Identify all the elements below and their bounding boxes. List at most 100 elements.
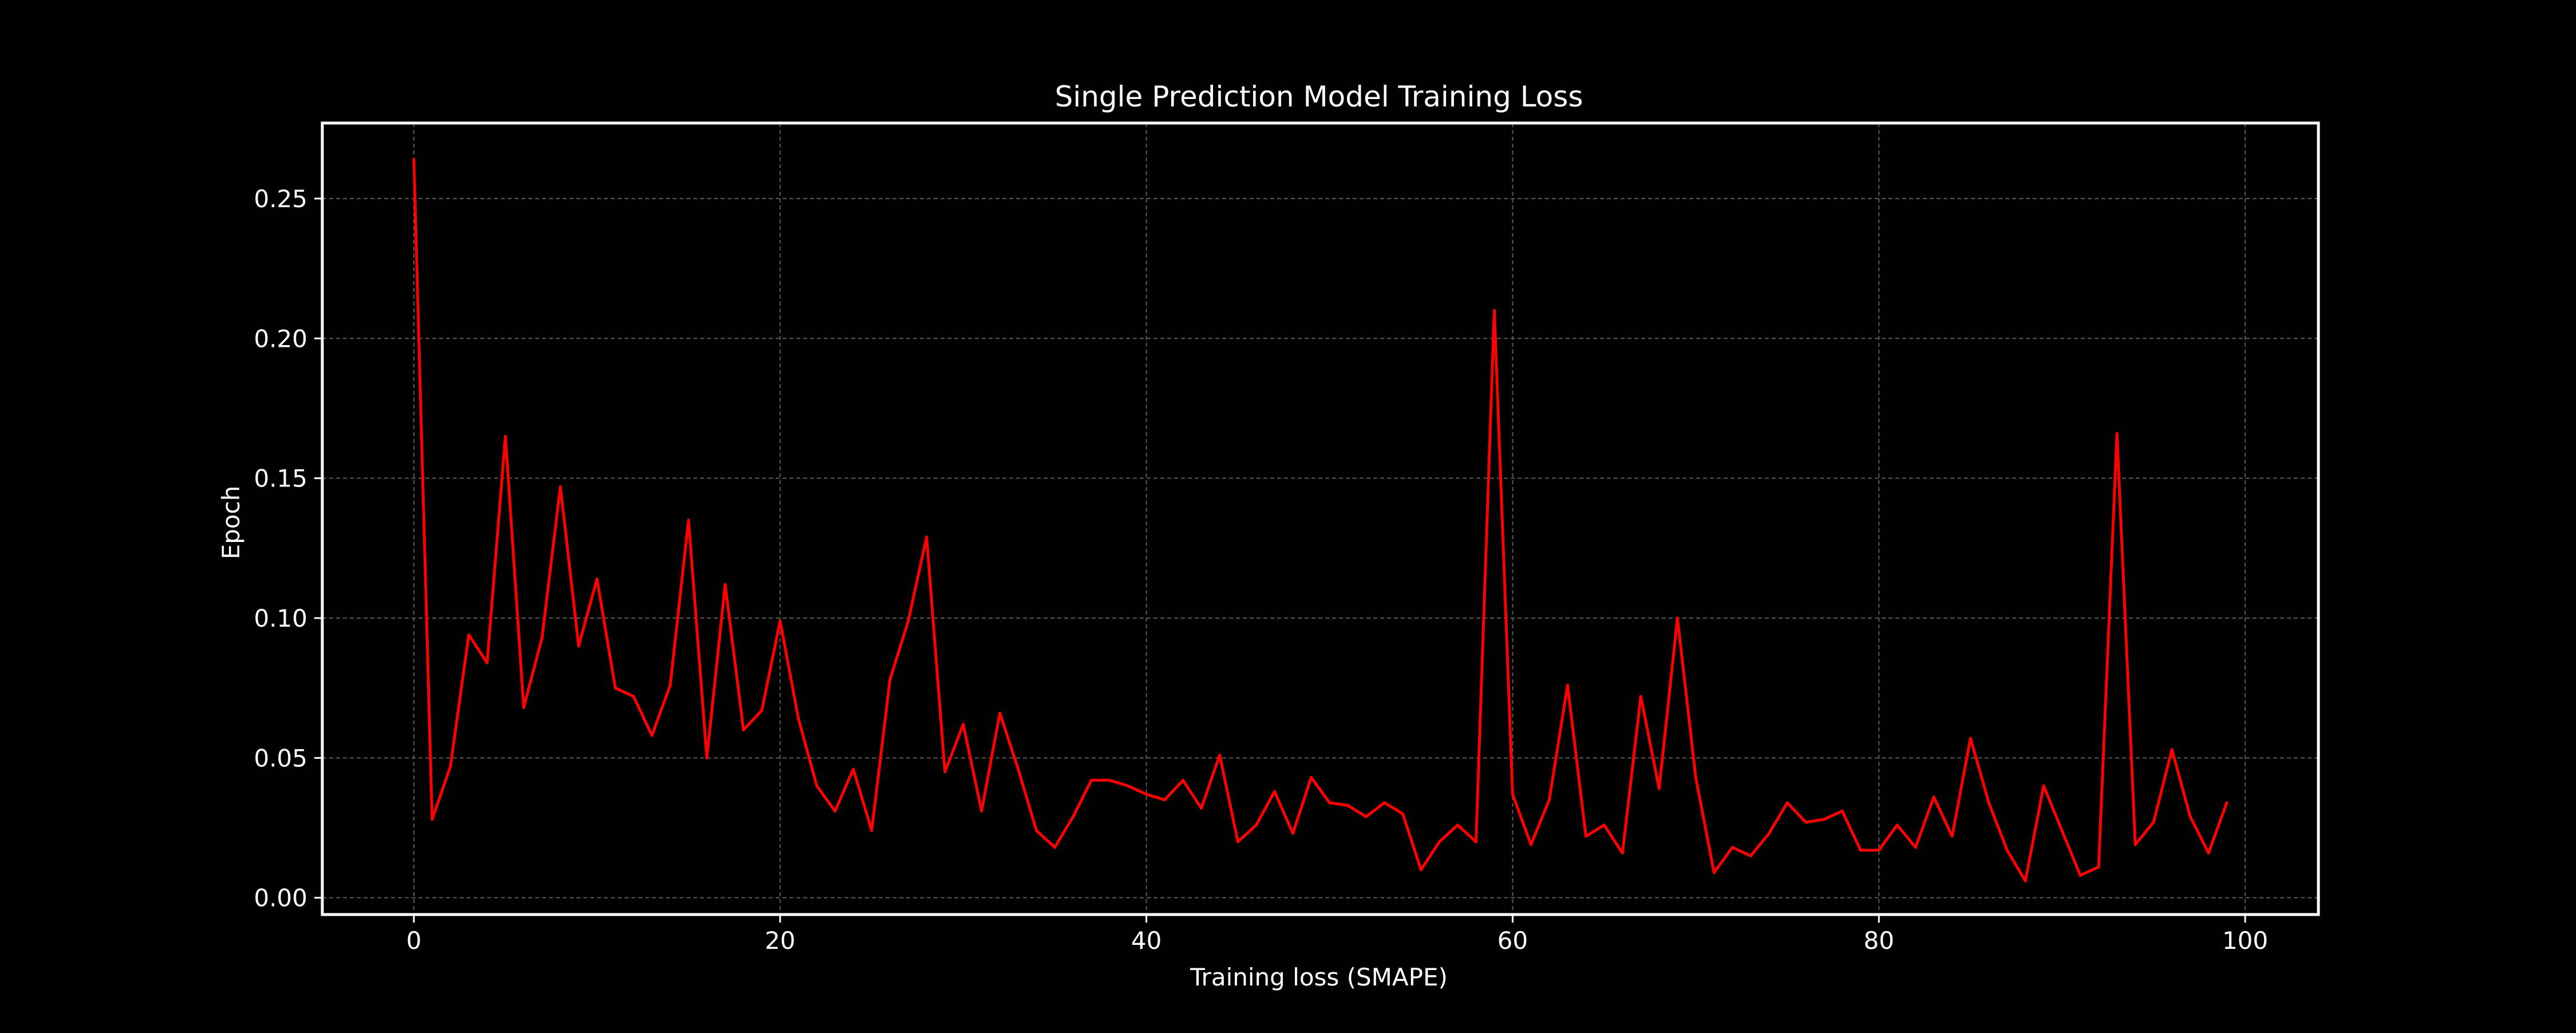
y-tick-label: 0.25 [254,185,307,213]
data-point [1987,801,1990,805]
data-point [1822,818,1826,821]
data-point [852,767,855,771]
y-tick-label: 0.10 [254,604,307,632]
data-point [1529,843,1532,846]
data-point [779,619,782,623]
x-tick-label: 20 [765,927,795,955]
data-point [760,709,764,712]
data-point [2152,821,2155,824]
data-point [632,695,635,698]
data-point [1657,787,1661,790]
chart-title: Single Prediction Model Training Loss [1055,80,1583,113]
data-point [2115,432,2119,435]
data-point [1218,753,1222,757]
data-point [1255,824,1258,827]
data-point [943,770,947,774]
grid [322,123,2318,915]
x-axis-label: Training loss (SMAPE) [1190,963,1448,991]
data-point [1163,798,1167,802]
data-point [2060,829,2064,832]
y-tick-label: 0.15 [254,465,307,493]
series-line [412,159,2229,882]
data-point [467,633,471,636]
data-point [522,706,526,709]
data-point [595,577,599,581]
data-point [1730,846,1734,849]
data-point [1382,801,1386,805]
y-tick-label: 0.20 [254,324,307,353]
data-point [742,728,745,731]
data-point [1767,832,1771,835]
x-tick-label: 60 [1498,927,1528,955]
x-tick-label: 100 [2222,927,2268,955]
data-point [1621,851,1624,854]
data-point [2188,815,2192,818]
y-tick-label: 0.05 [254,744,307,772]
tick-layer: 0 20 40 60 80 100 0.00 0.05 0.10 0.15 0.20 0.25 [254,185,2268,955]
data-point [2005,849,2009,852]
data-point [1877,849,1880,852]
data-point [1364,815,1368,818]
data-point [1584,834,1587,838]
plot-frame [321,121,2320,916]
y-tick-label: 0.00 [254,884,307,912]
data-point [1200,806,1203,810]
data-point [485,661,489,664]
data-point [1273,790,1277,793]
data-point [1456,824,1459,827]
data-point [2170,748,2174,751]
data-point [870,829,874,832]
x-tick-label: 80 [1863,927,1894,955]
data-point [2134,843,2137,846]
data-point [1859,849,1862,852]
data-point [1090,778,1093,782]
data-point [1639,695,1642,698]
data-point [1749,854,1752,857]
series-layer [412,158,2229,882]
x-tick-label: 0 [406,927,422,955]
data-point [1676,616,1679,620]
data-point [1547,798,1551,802]
data-point [1511,793,1514,796]
data-point [1236,840,1240,844]
data-point [1035,829,1038,832]
data-point [705,756,709,759]
data-point [430,818,434,821]
data-point [2079,874,2082,877]
data-point [449,765,452,768]
data-point [907,619,910,623]
data-point [2097,865,2100,869]
data-point [1346,804,1349,807]
data-point [1602,824,1606,827]
data-point [559,485,562,488]
y-axis-label: Epoch [217,486,245,560]
data-point [1108,778,1112,782]
data-point [1969,737,1972,740]
data-point [797,717,800,721]
data-point [1182,778,1185,782]
data-point [815,784,819,787]
data-point [1566,683,1569,687]
axes [321,121,2320,916]
data-point [1127,784,1130,787]
data-point [1492,308,1496,312]
data-point [1895,824,1899,827]
data-point [1694,776,1697,779]
data-point [833,809,837,813]
data-point [1291,832,1295,835]
data-point [1072,815,1075,818]
data-point [724,583,727,586]
data-point [1053,846,1057,849]
data-point [614,686,617,690]
data-point [2042,784,2045,787]
data-point [1950,834,1954,838]
data-point [1804,821,1807,824]
data-point [1914,846,1917,849]
data-point [1840,809,1844,813]
data-point [1017,767,1020,771]
data-point [669,683,672,687]
data-point [540,636,544,639]
data-point [1712,871,1716,874]
